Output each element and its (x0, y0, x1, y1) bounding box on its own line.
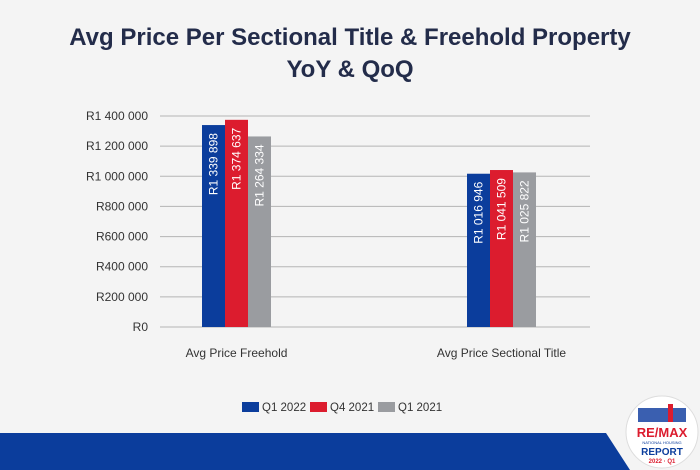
legend-label: Q4 2021 (330, 402, 374, 414)
category-label: Avg Price Sectional Title (437, 346, 567, 360)
bar (202, 125, 225, 327)
data-label: R1 339 898 (207, 133, 221, 195)
svg-text:2022 · Q1: 2022 · Q1 (649, 459, 676, 465)
y-tick-label: R1 400 000 (86, 109, 148, 123)
y-tick-label: R1 200 000 (86, 139, 148, 153)
y-tick-label: R600 000 (96, 230, 148, 244)
data-label: R1 016 946 (472, 181, 486, 243)
legend-swatch (242, 402, 259, 412)
legend-swatch (378, 402, 395, 412)
bar (225, 119, 248, 327)
chart-subtitle: YoY & QoQ (286, 56, 414, 83)
footer-band (0, 433, 630, 470)
svg-text:RE/MAX: RE/MAX (637, 425, 688, 440)
chart-title: Avg Price Per Sectional Title & Freehold… (69, 24, 631, 51)
bar (513, 172, 536, 327)
y-tick-label: R400 000 (96, 260, 148, 274)
bar (248, 136, 271, 327)
svg-text:NATIONAL HOUSING: NATIONAL HOUSING (642, 440, 681, 445)
data-label: R1 264 334 (253, 144, 267, 206)
data-label: R1 374 637 (230, 128, 244, 190)
y-tick-label: R800 000 (96, 199, 148, 213)
legend-swatch (310, 402, 327, 412)
y-tick-label: R200 000 (96, 290, 148, 304)
legend-label: Q1 2022 (262, 402, 306, 414)
data-label: R1 041 509 (495, 178, 509, 240)
svg-text:REPORT: REPORT (641, 447, 683, 458)
y-tick-label: R1 000 000 (86, 169, 148, 183)
category-label: Avg Price Freehold (186, 346, 288, 360)
bar (467, 173, 490, 327)
y-tick-label: R0 (133, 320, 149, 334)
data-label: R1 025 822 (518, 180, 532, 242)
legend-label: Q1 2021 (398, 402, 442, 414)
bar (490, 170, 513, 327)
